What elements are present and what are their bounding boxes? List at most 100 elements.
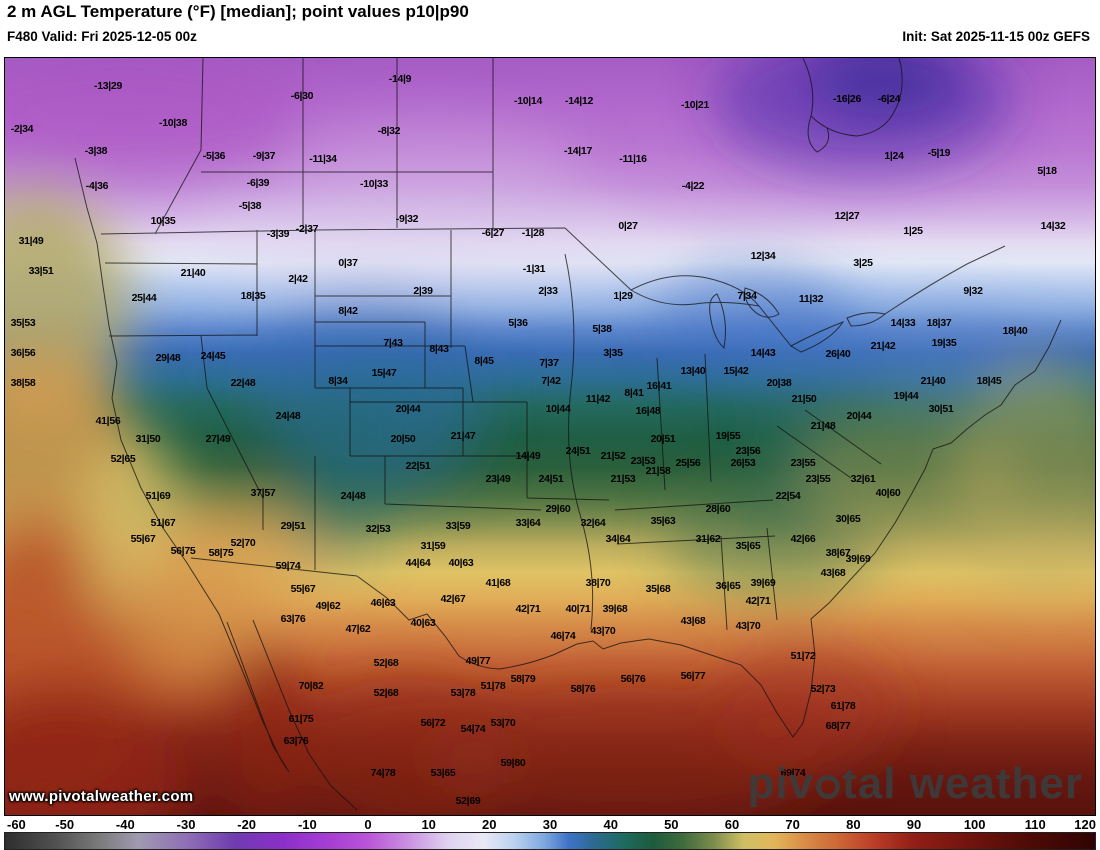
point-value: 42|71 xyxy=(515,602,541,615)
point-value: 42|66 xyxy=(790,532,816,545)
point-value: 56|75 xyxy=(170,544,196,557)
point-value: 32|53 xyxy=(365,522,391,535)
point-value: 43|68 xyxy=(680,614,706,627)
colorbar-tick: 30 xyxy=(542,817,558,832)
point-value: 35|68 xyxy=(645,582,671,595)
point-value: 49|77 xyxy=(465,654,491,667)
colorbar-tick: -50 xyxy=(55,817,75,832)
point-value: -11|34 xyxy=(309,152,337,165)
point-value: -10|14 xyxy=(514,94,542,107)
point-value: 25|56 xyxy=(675,456,701,469)
point-value: 52|68 xyxy=(373,656,399,669)
point-value: 2|39 xyxy=(413,284,433,297)
colorbar-tick: -40 xyxy=(115,817,135,832)
point-value: 26|53 xyxy=(730,456,756,469)
logo-text-right: tal weather xyxy=(842,759,1083,808)
point-value: -9|37 xyxy=(252,149,276,162)
point-value: 21|50 xyxy=(791,392,817,405)
point-value: 59|80 xyxy=(500,756,526,769)
point-value: 19|44 xyxy=(893,389,919,402)
point-value: 8|43 xyxy=(429,342,449,355)
point-value: 52|65 xyxy=(110,452,136,465)
point-value: 31|59 xyxy=(420,539,446,552)
colorbar-tick: 70 xyxy=(785,817,800,832)
point-value: 59|74 xyxy=(275,559,301,572)
point-value: 14|43 xyxy=(750,346,776,359)
point-value: 2|42 xyxy=(288,272,308,285)
point-value: 56|76 xyxy=(620,672,646,685)
great-lakes-outline xyxy=(629,275,887,353)
point-value: -6|39 xyxy=(246,176,270,189)
point-value: 43|70 xyxy=(590,624,616,637)
canada-borders xyxy=(100,58,1006,347)
point-value: 40|63 xyxy=(410,616,436,629)
point-value: 74|78 xyxy=(370,766,396,779)
point-value: 35|65 xyxy=(735,539,761,552)
point-value: 11|32 xyxy=(798,292,824,305)
point-value: 11|42 xyxy=(585,392,611,405)
point-value: -11|16 xyxy=(619,152,647,165)
point-value: 24|51 xyxy=(538,472,564,485)
point-value: 56|77 xyxy=(680,669,706,682)
point-value: 34|64 xyxy=(605,532,631,545)
temperature-map[interactable]: -13|29 -6|30 -14|9 -10|14 -14|12 -10|21 -16|26… xyxy=(4,57,1096,816)
colorbar-strip xyxy=(4,832,1096,850)
colorbar-tick: 100 xyxy=(963,817,986,832)
point-value: 10|35 xyxy=(150,214,176,227)
point-value: 29|48 xyxy=(155,351,181,364)
point-value: 18|40 xyxy=(1002,324,1028,337)
colorbar-labels: -60 -50 -40 -30 -20 -10 0 10 20 30 40 50 60 70 80 90 100… xyxy=(4,816,1096,832)
point-value: 38|70 xyxy=(585,576,611,589)
point-value: 56|72 xyxy=(420,716,446,729)
point-value: 20|44 xyxy=(395,402,421,415)
point-value: 41|56 xyxy=(95,414,121,427)
point-value: 3|35 xyxy=(603,346,623,359)
point-value: 22|54 xyxy=(775,489,801,502)
point-value: 12|34 xyxy=(750,249,776,262)
map-title: 2 m AGL Temperature (°F) [median]; point… xyxy=(7,2,469,21)
point-value: 15|47 xyxy=(371,366,397,379)
point-value: 39|69 xyxy=(845,552,871,565)
colorbar-tick: 80 xyxy=(846,817,861,832)
point-value: 53|78 xyxy=(450,686,476,699)
point-value: 1|24 xyxy=(884,149,904,162)
point-value: 21|52 xyxy=(600,449,626,462)
point-value: 55|67 xyxy=(130,532,156,545)
point-value: 22|51 xyxy=(405,459,431,472)
map-canvas xyxy=(5,58,1095,815)
point-value: 23|53 xyxy=(630,454,656,467)
point-value: 19|55 xyxy=(715,429,741,442)
point-value: 24|48 xyxy=(275,409,301,422)
point-value: 24|48 xyxy=(340,489,366,502)
point-value: 44|64 xyxy=(405,556,431,569)
point-value: 7|43 xyxy=(383,336,403,349)
point-value: 58|79 xyxy=(510,672,536,685)
point-value: 38|58 xyxy=(10,376,36,389)
point-value: 38|67 xyxy=(825,546,851,559)
point-value: 18|45 xyxy=(976,374,1002,387)
point-value: 8|42 xyxy=(338,304,358,317)
point-value: 42|71 xyxy=(745,594,771,607)
point-value: 39|68 xyxy=(602,602,628,615)
point-value: 24|51 xyxy=(565,444,591,457)
point-value: 23|56 xyxy=(735,444,761,457)
colorbar-tick: -60 xyxy=(7,817,26,832)
point-value: 51|78 xyxy=(480,679,506,692)
point-value: 29|60 xyxy=(545,502,571,515)
colorbar-tick: 120 xyxy=(1074,817,1096,832)
hudson-bay-coastline xyxy=(802,58,903,153)
point-value: 54|74 xyxy=(460,722,486,735)
colorbar-tick: 60 xyxy=(724,817,740,832)
point-value: 23|49 xyxy=(485,472,511,485)
point-value: 24|45 xyxy=(200,349,226,362)
point-value: 7|34 xyxy=(737,289,757,302)
point-value: 8|34 xyxy=(328,374,348,387)
point-value: 23|55 xyxy=(790,456,816,469)
point-value: 37|57 xyxy=(250,486,276,499)
point-value: 1|29 xyxy=(613,289,633,302)
point-value: -14|9 xyxy=(388,72,412,85)
point-value: 43|68 xyxy=(820,566,846,579)
point-value: 21|53 xyxy=(610,472,636,485)
point-value: 5|36 xyxy=(508,316,528,329)
point-value: -3|39 xyxy=(266,227,290,240)
